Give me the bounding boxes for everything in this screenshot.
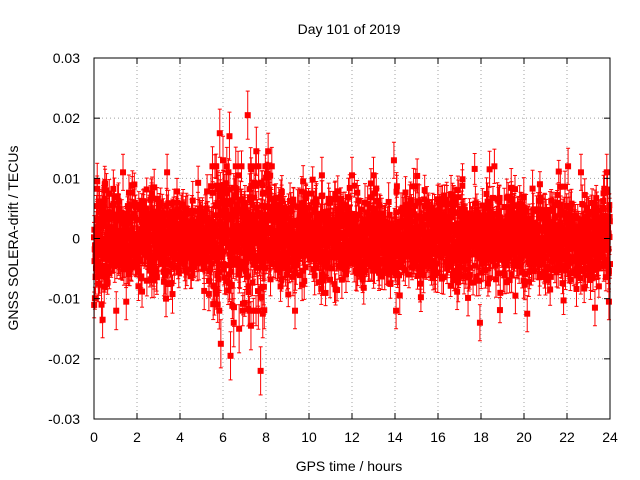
- data-point: [417, 282, 424, 313]
- data-point: [201, 271, 208, 311]
- x-tick-label: 4: [176, 429, 184, 445]
- y-tick-label: 0.02: [53, 110, 80, 126]
- y-tick-label: -0.01: [48, 291, 80, 307]
- data-point-outlier: [257, 346, 264, 396]
- data-point-outlier: [605, 283, 612, 321]
- x-tick-label: 6: [219, 429, 227, 445]
- data-point: [471, 152, 478, 185]
- y-tick-label: -0.02: [48, 351, 80, 367]
- x-tick-label: 10: [301, 429, 317, 445]
- chart-title: Day 101 of 2019: [298, 21, 401, 37]
- x-tick-label: 14: [387, 429, 403, 445]
- data-point-outlier: [120, 153, 127, 191]
- x-tick-label: 16: [430, 429, 446, 445]
- data-point: [529, 169, 536, 208]
- data-point-outlier: [476, 304, 483, 342]
- x-tick-label: 12: [344, 429, 360, 445]
- x-tick-label: 22: [559, 429, 575, 445]
- data-point-outlier: [486, 150, 493, 188]
- x-tick-label: 8: [262, 429, 270, 445]
- data-point-outlier: [164, 153, 171, 191]
- data-point-outlier: [227, 331, 234, 381]
- data-point-outlier: [565, 147, 572, 185]
- y-tick-label: 0: [72, 231, 80, 247]
- x-tick-label: 0: [90, 429, 98, 445]
- data-point-outlier: [123, 283, 130, 321]
- data-point-outlier: [524, 295, 531, 333]
- x-tick-label: 24: [602, 429, 618, 445]
- data-point-outlier: [226, 111, 233, 161]
- data-point: [113, 291, 120, 331]
- y-tick-label: 0.01: [53, 170, 80, 186]
- data-point-outlier: [216, 108, 223, 158]
- data-point: [491, 148, 498, 184]
- data-point: [204, 174, 211, 209]
- data-point-outlier: [318, 156, 325, 194]
- data-point-outlier: [591, 289, 598, 327]
- x-tick-label: 20: [516, 429, 532, 445]
- data-point: [139, 275, 146, 308]
- data-series: [91, 90, 613, 396]
- y-axis-label: GNSS SOLERA-drift / TECUs: [5, 146, 21, 331]
- data-point-outlier: [220, 135, 226, 185]
- data-point-outlier: [292, 292, 299, 330]
- y-tick-label: 0.03: [53, 50, 80, 66]
- y-tick-label: -0.03: [48, 411, 80, 427]
- x-axis-label: GPS time / hours: [296, 458, 403, 474]
- data-point: [195, 165, 202, 200]
- x-tick-label: 2: [133, 429, 141, 445]
- data-point-outlier: [244, 90, 251, 140]
- x-tick-label: 18: [473, 429, 489, 445]
- data-point: [560, 285, 567, 315]
